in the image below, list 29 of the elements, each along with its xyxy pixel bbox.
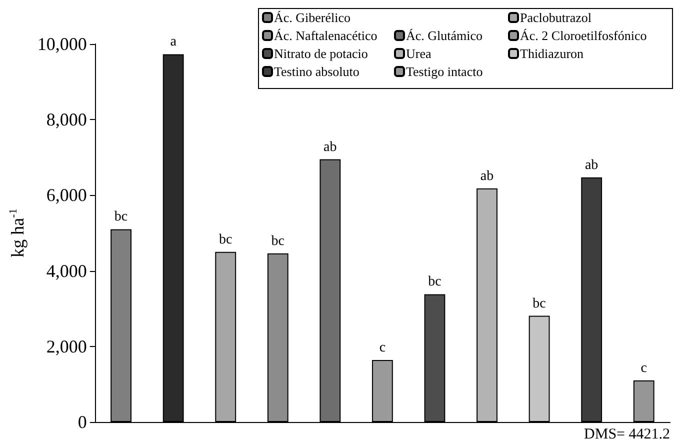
y-axis-title: kg ha-1 — [8, 208, 28, 258]
legend-label: Ác. 2 Cloroetilfosfónico — [520, 28, 647, 43]
legend-label: Ác. Naftalenacético — [274, 28, 378, 43]
legend-label: Nitrato de potacio — [274, 46, 368, 61]
y-tick-label: 0 — [78, 412, 87, 432]
data-label: ab — [584, 158, 598, 173]
y-tick-label: 2,000 — [46, 336, 87, 356]
legend-label: Ác. Glutámico — [406, 28, 483, 43]
legend-label: Testino absoluto — [274, 64, 360, 79]
legend-label: Testigo intacto — [406, 64, 483, 79]
y-tick-label: 6,000 — [46, 185, 87, 206]
text: DMS= 4421.2 — [584, 426, 670, 442]
legend-label: Urea — [406, 46, 432, 61]
data-label: bc — [114, 210, 128, 225]
data-label: ab — [324, 140, 337, 155]
data-label: bc — [532, 296, 546, 312]
legend-label: Paclobutrazol — [520, 10, 592, 25]
y-tick-label: 8,000 — [46, 110, 87, 130]
data-label: bc — [428, 274, 442, 290]
data-label: a — [170, 34, 178, 50]
y-tick-label: 10,000 — [37, 34, 87, 54]
y-tick-label: 4,000 — [46, 260, 87, 281]
data-label: c — [640, 360, 647, 376]
data-label: ab — [480, 168, 494, 184]
legend-label: Thidiazuron — [520, 46, 584, 61]
legend-label: Ác. Giberélico — [274, 10, 351, 25]
data-label: c — [379, 340, 386, 356]
data-label: bc — [271, 234, 284, 249]
data-label: bc — [218, 232, 232, 248]
